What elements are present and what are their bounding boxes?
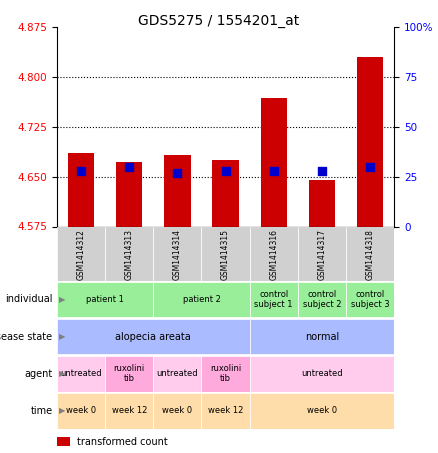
Bar bbox=[57, 393, 105, 429]
Text: ▶: ▶ bbox=[59, 295, 66, 304]
Text: GSM1414317: GSM1414317 bbox=[318, 229, 326, 280]
Bar bbox=[250, 393, 394, 429]
Text: control
subject 1: control subject 1 bbox=[254, 290, 293, 309]
Text: individual: individual bbox=[5, 294, 53, 304]
Text: alopecia areata: alopecia areata bbox=[116, 332, 191, 342]
Bar bbox=[250, 226, 298, 281]
Bar bbox=[309, 180, 335, 226]
Bar bbox=[201, 356, 250, 391]
Bar bbox=[298, 226, 346, 281]
Text: week 0: week 0 bbox=[162, 406, 192, 415]
Text: ruxolini
tib: ruxolini tib bbox=[113, 364, 145, 383]
Bar bbox=[105, 393, 153, 429]
Text: week 12: week 12 bbox=[208, 406, 243, 415]
Text: ▶: ▶ bbox=[59, 332, 66, 341]
Text: GSM1414314: GSM1414314 bbox=[173, 229, 182, 280]
Text: GDS5275 / 1554201_at: GDS5275 / 1554201_at bbox=[138, 14, 300, 28]
Text: untreated: untreated bbox=[156, 369, 198, 378]
Point bbox=[318, 167, 325, 174]
Bar bbox=[153, 356, 201, 391]
Bar bbox=[346, 226, 394, 281]
Bar bbox=[116, 162, 142, 226]
Bar bbox=[57, 437, 71, 446]
Point bbox=[222, 167, 229, 174]
Text: time: time bbox=[30, 406, 53, 416]
Bar bbox=[68, 154, 94, 226]
Bar bbox=[346, 282, 394, 317]
Bar bbox=[298, 282, 346, 317]
Text: GSM1414312: GSM1414312 bbox=[77, 229, 85, 280]
Text: week 0: week 0 bbox=[307, 406, 337, 415]
Text: week 12: week 12 bbox=[112, 406, 147, 415]
Text: ruxolini
tib: ruxolini tib bbox=[210, 364, 241, 383]
Text: disease state: disease state bbox=[0, 332, 53, 342]
Bar bbox=[250, 282, 298, 317]
Bar bbox=[57, 282, 153, 317]
Text: normal: normal bbox=[305, 332, 339, 342]
Point bbox=[78, 167, 85, 174]
Text: untreated: untreated bbox=[301, 369, 343, 378]
Bar bbox=[261, 98, 287, 226]
Text: ▶: ▶ bbox=[59, 369, 66, 378]
Bar bbox=[201, 226, 250, 281]
Point bbox=[367, 163, 374, 170]
Bar bbox=[201, 393, 250, 429]
Bar bbox=[164, 155, 191, 226]
Bar bbox=[57, 356, 105, 391]
Text: patient 2: patient 2 bbox=[183, 295, 220, 304]
Text: untreated: untreated bbox=[60, 369, 102, 378]
Bar bbox=[250, 356, 394, 391]
Text: GSM1414313: GSM1414313 bbox=[125, 229, 134, 280]
Point bbox=[126, 163, 133, 170]
Text: week 0: week 0 bbox=[66, 406, 96, 415]
Text: patient 1: patient 1 bbox=[86, 295, 124, 304]
Text: ▶: ▶ bbox=[59, 406, 66, 415]
Text: GSM1414318: GSM1414318 bbox=[366, 229, 374, 280]
Bar bbox=[57, 226, 105, 281]
Bar bbox=[153, 282, 250, 317]
Bar bbox=[153, 226, 201, 281]
Text: agent: agent bbox=[25, 369, 53, 379]
Text: GSM1414316: GSM1414316 bbox=[269, 229, 278, 280]
Text: GSM1414315: GSM1414315 bbox=[221, 229, 230, 280]
Point bbox=[270, 167, 277, 174]
Text: control
subject 3: control subject 3 bbox=[351, 290, 389, 309]
Bar bbox=[250, 319, 394, 354]
Text: transformed count: transformed count bbox=[77, 437, 168, 447]
Point bbox=[174, 169, 181, 176]
Bar bbox=[357, 57, 383, 226]
Bar bbox=[153, 393, 201, 429]
Bar bbox=[105, 226, 153, 281]
Text: control
subject 2: control subject 2 bbox=[303, 290, 341, 309]
Bar bbox=[212, 160, 239, 226]
Bar bbox=[105, 356, 153, 391]
Bar bbox=[57, 319, 250, 354]
